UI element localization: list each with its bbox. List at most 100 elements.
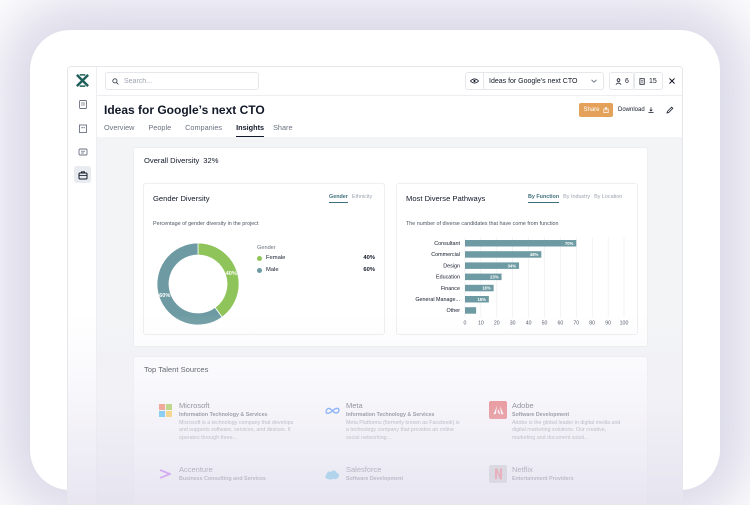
company-card-netflix[interactable]: Netflix Entertainment Providers bbox=[489, 465, 634, 491]
gender-donut-chart: 40% 60% bbox=[156, 242, 240, 326]
pathways-card: Most Diverse Pathways By Function By Ind… bbox=[396, 183, 638, 335]
bar bbox=[465, 296, 489, 303]
x-tick-label: 30 bbox=[510, 320, 516, 326]
top-talent-card: Top Talent Sources Microsoft Information… bbox=[133, 356, 648, 504]
company-industry: Software Development bbox=[512, 412, 570, 418]
share-icon bbox=[602, 107, 609, 113]
bar-value-label: 23% bbox=[490, 275, 499, 280]
share-button-label: Share bbox=[583, 107, 600, 113]
bar-value-label: 48% bbox=[530, 252, 539, 257]
legend-label-male: Male bbox=[266, 267, 279, 273]
adobe-logo-icon bbox=[489, 401, 507, 419]
top-bar: Ideas for Google’s next CTO 6 15 bbox=[97, 67, 682, 96]
gender-legend-title: Gender bbox=[257, 245, 276, 251]
company-name: Salesforce bbox=[346, 465, 382, 474]
people-count: 6 bbox=[625, 77, 629, 85]
company-card-meta[interactable]: Meta Information Technology & Services M… bbox=[323, 401, 468, 441]
project-select[interactable]: Ideas for Google’s next CTO bbox=[465, 72, 604, 90]
company-card-adobe[interactable]: Adobe Software Development Adobe is the … bbox=[489, 401, 634, 441]
docs-count: 15 bbox=[649, 77, 657, 85]
company-name: Adobe bbox=[512, 401, 534, 410]
overall-diversity-label: Overall Diversity bbox=[144, 156, 200, 165]
building-icon[interactable] bbox=[74, 119, 91, 136]
y-category-label: General Manage... bbox=[415, 297, 460, 303]
tab-bar: Overview People Companies Insights Share bbox=[104, 123, 307, 137]
accenture-logo-icon bbox=[156, 465, 174, 483]
download-icon bbox=[648, 107, 654, 113]
toggle-by-function[interactable]: By Function bbox=[528, 194, 560, 203]
pencil-icon[interactable] bbox=[666, 104, 676, 116]
bar-value-label: 70% bbox=[565, 241, 574, 246]
id-card-icon[interactable] bbox=[74, 143, 91, 160]
y-category-label: Design bbox=[443, 263, 460, 269]
toggle-by-location[interactable]: By Location bbox=[594, 194, 623, 200]
app-logo[interactable] bbox=[75, 73, 90, 88]
company-description: Adobe is the global leader in digital me… bbox=[512, 420, 621, 441]
share-button[interactable]: Share bbox=[579, 103, 613, 117]
page-title: Ideas for Google’s next CTO bbox=[104, 103, 265, 117]
search-icon bbox=[112, 77, 119, 85]
x-tick-label: 0 bbox=[464, 320, 467, 326]
gender-diversity-card: Gender Diversity Gender Ethnicity Percen… bbox=[143, 183, 385, 335]
bar-value-label: 34% bbox=[508, 263, 517, 268]
tab-overview[interactable]: Overview bbox=[104, 123, 135, 132]
bar bbox=[465, 251, 542, 258]
download-button-label: Download bbox=[618, 107, 645, 113]
search-box[interactable] bbox=[105, 72, 259, 90]
bar-value-label: 15% bbox=[477, 297, 486, 302]
x-tick-label: 90 bbox=[605, 320, 611, 326]
main-content: Overall Diversity 32% Gender Diversity Ge… bbox=[97, 137, 682, 504]
overall-diversity-value: 32% bbox=[203, 156, 219, 165]
people-count-button[interactable]: 6 bbox=[609, 72, 635, 90]
tab-insights[interactable]: Insights bbox=[236, 123, 265, 137]
download-button[interactable]: Download bbox=[618, 103, 654, 117]
company-name: Netflix bbox=[512, 465, 533, 474]
company-card-accenture[interactable]: Accenture Business Consulting and Servic… bbox=[156, 465, 301, 491]
search-input[interactable] bbox=[124, 77, 244, 85]
y-category-label: Consultant bbox=[434, 241, 460, 247]
gender-diversity-description: Percentage of gender diversity in the pr… bbox=[153, 221, 259, 227]
docs-count-button[interactable]: 15 bbox=[633, 72, 663, 90]
left-rail bbox=[68, 67, 97, 504]
close-icon[interactable] bbox=[663, 72, 681, 90]
tab-companies[interactable]: Companies bbox=[185, 123, 223, 132]
company-card-microsoft[interactable]: Microsoft Information Technology & Servi… bbox=[156, 401, 301, 441]
y-category-label: Other bbox=[447, 308, 461, 314]
person-icon bbox=[615, 77, 622, 85]
briefcase-icon[interactable] bbox=[74, 166, 91, 183]
y-category-label: Finance bbox=[441, 286, 460, 292]
legend-item-female: Female 40% bbox=[257, 255, 375, 261]
netflix-logo-icon bbox=[489, 465, 507, 483]
gender-diversity-title: Gender Diversity bbox=[153, 194, 210, 203]
company-name: Meta bbox=[346, 401, 363, 410]
toggle-gender[interactable]: Gender bbox=[329, 194, 348, 203]
pathways-description: The number of diverse candidates that ha… bbox=[406, 221, 559, 227]
x-tick-label: 80 bbox=[589, 320, 595, 326]
gender-toggle: Gender Ethnicity bbox=[329, 194, 372, 203]
clipboard-icon[interactable] bbox=[74, 95, 91, 112]
meta-logo-icon bbox=[323, 401, 341, 419]
bar bbox=[465, 307, 477, 314]
toggle-ethnicity[interactable]: Ethnicity bbox=[351, 194, 373, 200]
company-industry: Information Technology & Services bbox=[179, 412, 268, 418]
overall-diversity-card: Overall Diversity 32% Gender Diversity Ge… bbox=[133, 147, 648, 347]
tab-people[interactable]: People bbox=[148, 123, 172, 132]
bar-value-label: 18% bbox=[482, 286, 491, 291]
toggle-by-industry[interactable]: By Industry bbox=[563, 194, 591, 200]
tab-share[interactable]: Share bbox=[273, 123, 293, 132]
x-tick-label: 60 bbox=[558, 320, 564, 326]
x-tick-label: 70 bbox=[573, 320, 579, 326]
legend-value-male: 60% bbox=[363, 267, 375, 273]
legend-item-male: Male 60% bbox=[257, 267, 375, 273]
x-tick-label: 40 bbox=[526, 320, 532, 326]
y-category-label: Commercial bbox=[431, 252, 460, 258]
x-tick-label: 50 bbox=[542, 320, 548, 326]
eye-icon[interactable] bbox=[466, 73, 484, 89]
microsoft-logo-icon bbox=[156, 401, 174, 419]
company-card-salesforce[interactable]: Salesforce Software Development bbox=[323, 465, 468, 491]
pathways-toggle: By Function By Industry By Location bbox=[528, 194, 622, 203]
pathways-title: Most Diverse Pathways bbox=[406, 194, 486, 203]
company-industry: Business Consulting and Services bbox=[179, 476, 266, 482]
company-industry: Entertainment Providers bbox=[512, 476, 574, 482]
x-tick-label: 10 bbox=[478, 320, 484, 326]
